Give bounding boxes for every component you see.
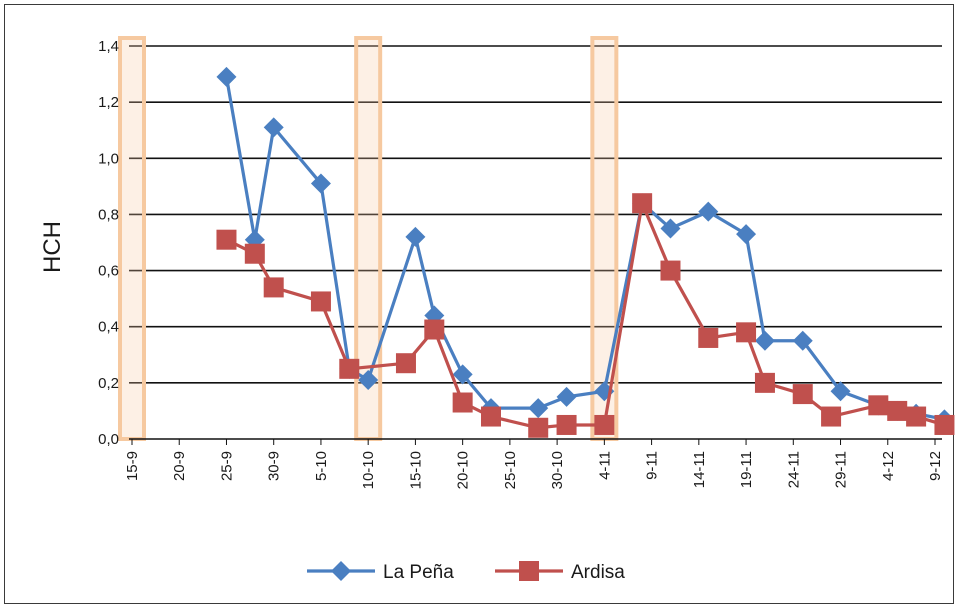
point-la-pe-a [660, 218, 681, 239]
point-la-pe-a [792, 330, 813, 351]
point-la-pe-a [405, 226, 426, 247]
x-tick-label: 9-11 [644, 451, 661, 480]
y-tick-label: 0,8 [98, 206, 119, 223]
x-tick-label: 30-10 [549, 451, 566, 489]
y-tick-label: 1,0 [98, 150, 119, 167]
point-ardisa [452, 392, 473, 413]
point-ardisa [821, 406, 842, 427]
highlight-band [118, 36, 146, 441]
point-ardisa [263, 277, 284, 298]
point-la-pe-a [310, 173, 331, 194]
y-tick-label: 0,4 [98, 319, 119, 336]
point-ardisa [594, 414, 615, 435]
point-ardisa [424, 319, 445, 340]
axis-layer: 0,0 0,2 0,4 0,6 0,8 1,0 1,2 1,4 15-9 20-9 25-9 30-9… [98, 38, 944, 489]
y-tick-label: 1,4 [98, 38, 119, 55]
x-tick-label: 20-10 [455, 451, 472, 489]
point-ardisa [868, 395, 889, 416]
y-axis-label: HCH [39, 221, 66, 273]
legend-label-la-pe-a: La Peña [383, 562, 454, 583]
x-tick-label: 25-10 [502, 451, 519, 489]
point-ardisa [660, 260, 681, 281]
point-ardisa [556, 414, 577, 435]
x-tick-label: 20-9 [171, 451, 188, 481]
point-ardisa [244, 243, 265, 264]
y-tick-label: 0,6 [98, 263, 119, 280]
point-ardisa [632, 193, 653, 214]
x-tick-label: 10-10 [360, 451, 377, 489]
x-tick-label: 5-10 [313, 451, 330, 481]
point-ardisa [698, 327, 719, 348]
x-tick-label: 30-9 [266, 451, 283, 481]
point-la-pe-a [736, 224, 757, 245]
point-la-pe-a [754, 330, 775, 351]
series-line-la-pe-a [224, 76, 945, 421]
point-la-pe-a [698, 201, 719, 222]
point-la-pe-a [556, 386, 577, 407]
x-tick-label: 15-10 [407, 451, 424, 489]
point-ardisa [934, 414, 955, 435]
x-tick-label: 24-11 [785, 451, 802, 488]
x-tick-label: 25-9 [218, 451, 235, 481]
x-tick-label: 19-11 [738, 451, 755, 488]
point-la-pe-a [452, 364, 473, 385]
legend: La Peña Ardisa [307, 561, 625, 583]
point-la-pe-a [830, 381, 851, 402]
point-ardisa [528, 417, 549, 438]
x-tick-label: 29-11 [833, 451, 850, 488]
point-la-pe-a [263, 117, 284, 138]
series-layer [216, 66, 955, 438]
point-ardisa [887, 400, 908, 421]
x-tick-label: 15-9 [124, 451, 141, 481]
legend-marker-ardisa [519, 561, 539, 581]
point-la-pe-a [528, 398, 549, 419]
point-ardisa [339, 358, 360, 379]
legend-marker-la-pe-a [331, 561, 351, 581]
x-tick-label: 9-12 [927, 451, 944, 481]
point-la-pe-a [358, 370, 379, 391]
point-ardisa [395, 353, 416, 374]
legend-label-ardisa: Ardisa [571, 562, 625, 583]
point-ardisa [754, 372, 775, 393]
x-tick-label: 4-12 [880, 451, 897, 481]
point-ardisa [216, 229, 237, 250]
x-tick-label: 4-11 [596, 451, 613, 480]
point-ardisa [310, 291, 331, 312]
y-tick-label: 0,2 [98, 375, 119, 392]
point-ardisa [480, 406, 501, 427]
point-ardisa [736, 322, 757, 343]
x-tick-label: 14-11 [691, 451, 708, 488]
point-ardisa [792, 384, 813, 405]
y-tick-label: 1,2 [98, 94, 119, 111]
chart-frame: 0,0 0,2 0,4 0,6 0,8 1,0 1,2 1,4 15-9 20-9 25-9 30-9… [4, 4, 955, 604]
point-la-pe-a [216, 66, 237, 87]
y-tick-label: 0,0 [98, 431, 119, 448]
chart-svg: 0,0 0,2 0,4 0,6 0,8 1,0 1,2 1,4 15-9 20-9 25-9 30-9… [39, 36, 955, 583]
point-ardisa [906, 406, 927, 427]
highlight-band [590, 36, 619, 441]
